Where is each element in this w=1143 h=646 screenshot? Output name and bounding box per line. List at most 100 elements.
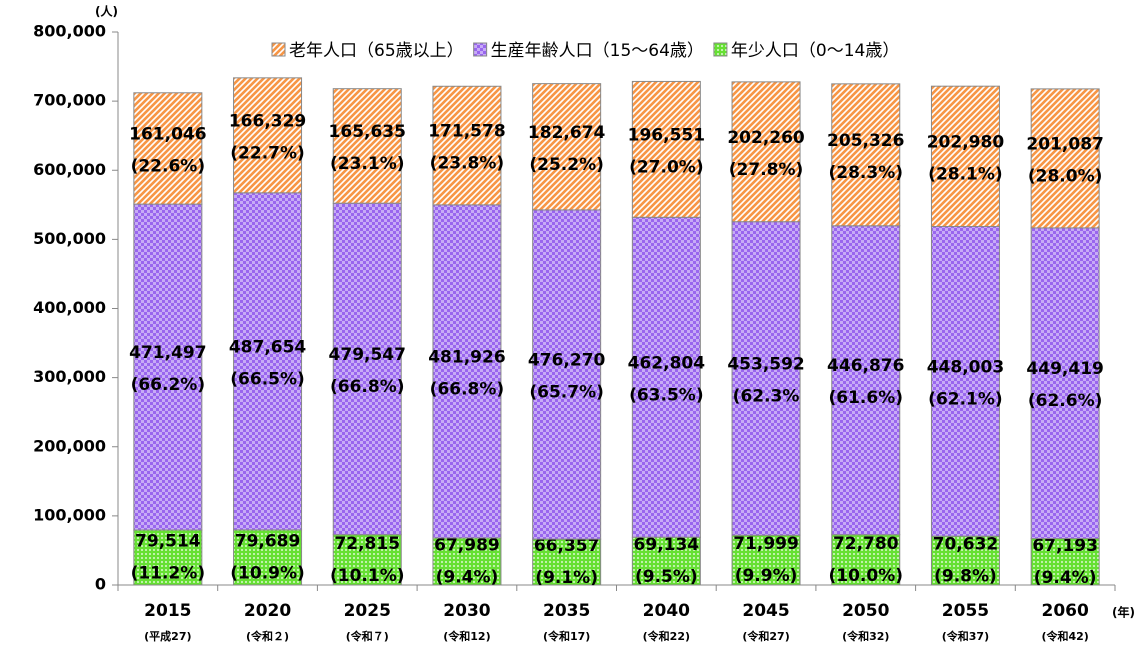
percent-label: (22.6%) — [131, 156, 206, 176]
bar-segment — [332, 202, 402, 536]
y-tick-label: 200,000 — [33, 436, 106, 455]
percent-label: (10.9%) — [230, 563, 305, 583]
bar-segment — [930, 225, 1000, 537]
x-tick-label: 2035 — [543, 601, 590, 621]
era-label: (令和12) — [443, 629, 490, 643]
legend-swatch — [473, 42, 488, 57]
bar-segment — [432, 85, 502, 206]
bar-segment — [831, 225, 901, 536]
x-tick-label: 2050 — [842, 601, 889, 621]
x-tick-label: 2040 — [643, 601, 690, 621]
era-label: (令和27) — [742, 629, 789, 643]
percent-label: (11.2%) — [131, 564, 206, 584]
x-unit: (年) — [1112, 605, 1135, 620]
percent-label: (10.1%) — [330, 566, 405, 586]
bar-segment — [332, 88, 402, 204]
percent-label: (63.5%) — [629, 385, 704, 405]
bar-segment — [930, 85, 1000, 227]
era-label: (令和22) — [643, 629, 690, 643]
percent-label: (9.4%) — [1034, 568, 1097, 588]
value-label: 471,497 — [129, 343, 206, 363]
x-tick-label: 2055 — [942, 601, 989, 621]
bar-segment — [731, 534, 801, 586]
era-label: (令和２) — [246, 629, 289, 643]
percent-label: (66.8%) — [430, 379, 505, 399]
era-label: (令和７) — [346, 629, 389, 643]
bar-segment — [432, 204, 502, 539]
bar-segment — [631, 536, 701, 586]
legend-swatch — [713, 42, 728, 57]
value-label: 479,547 — [329, 345, 406, 365]
bar-segment — [233, 192, 303, 531]
percent-label: (22.7%) — [230, 143, 305, 163]
value-label: 481,926 — [428, 347, 505, 367]
value-label: 449,419 — [1026, 359, 1103, 379]
value-label: 69,134 — [634, 535, 700, 555]
value-label: 72,815 — [334, 534, 400, 554]
bar-segment — [631, 80, 701, 218]
bar-segment — [332, 534, 402, 586]
bar-segment — [532, 83, 602, 211]
percent-label: (28.0%) — [1028, 166, 1103, 186]
legend-swatch — [271, 42, 286, 57]
y-unit: (人) — [95, 4, 118, 19]
percent-label: (62.3% — [733, 386, 800, 406]
percent-label: (9.4%) — [436, 568, 499, 588]
bar-segment — [133, 92, 203, 205]
value-label: 71,999 — [733, 534, 799, 554]
y-tick-label: 600,000 — [33, 160, 106, 179]
x-tick-label: 2015 — [144, 601, 191, 621]
value-label: 196,551 — [628, 125, 705, 145]
era-label: (令和37) — [942, 629, 989, 643]
y-tick-label: 700,000 — [33, 91, 106, 110]
value-label: 182,674 — [528, 123, 606, 143]
y-tick-label: 300,000 — [33, 367, 106, 386]
percent-label: (27.0%) — [629, 157, 704, 177]
legend-label: 生産年齢人口（15～64歳） — [491, 41, 704, 61]
percent-label: (9.9%) — [735, 566, 798, 586]
x-tick-label: 2060 — [1041, 601, 1088, 621]
value-label: 79,689 — [235, 531, 301, 551]
bar-segment — [731, 221, 801, 536]
y-tick-label: 500,000 — [33, 229, 106, 248]
value-label: 446,876 — [827, 356, 904, 376]
bar-segment — [532, 209, 602, 540]
percent-label: (61.6%) — [828, 388, 903, 408]
bar-segment — [831, 83, 901, 227]
legend-label: 老年人口（65歳以上） — [289, 41, 464, 61]
bar-segment — [1030, 227, 1100, 540]
value-label: 165,635 — [329, 122, 406, 142]
value-label: 487,654 — [229, 337, 307, 357]
era-label: (令和32) — [842, 629, 889, 643]
percent-label: (9.5%) — [635, 567, 698, 587]
x-tick-label: 2030 — [443, 601, 490, 621]
bar-segment — [133, 529, 203, 586]
bar-segment — [731, 81, 801, 223]
value-label: 476,270 — [528, 351, 606, 371]
value-label: 448,003 — [927, 357, 1004, 377]
percent-label: (10.0%) — [828, 566, 903, 586]
percent-label: (23.8%) — [430, 154, 505, 174]
y-tick-label: 100,000 — [33, 505, 106, 524]
x-tick-label: 2025 — [344, 601, 391, 621]
value-label: 166,329 — [229, 111, 306, 131]
value-label: 72,780 — [833, 534, 899, 554]
value-label: 205,326 — [827, 131, 904, 151]
percent-label: (28.1%) — [928, 164, 1003, 184]
value-label: 161,046 — [129, 124, 206, 144]
value-label: 79,514 — [135, 532, 201, 552]
value-label: 202,260 — [727, 128, 805, 148]
percent-label: (66.8%) — [330, 377, 405, 397]
value-label: 202,980 — [927, 132, 1005, 152]
bar-segment — [1030, 88, 1100, 229]
percent-label: (9.8%) — [934, 567, 997, 587]
era-label: (平成27) — [144, 629, 191, 643]
y-tick-label: 0 — [95, 575, 106, 594]
percent-label: (25.2%) — [529, 155, 604, 175]
percent-label: (66.5%) — [230, 369, 305, 389]
bar-segment — [233, 77, 303, 194]
percent-label: (66.2%) — [131, 375, 206, 395]
percent-label: (62.1%) — [928, 389, 1003, 409]
percent-label: (23.1%) — [330, 154, 405, 174]
